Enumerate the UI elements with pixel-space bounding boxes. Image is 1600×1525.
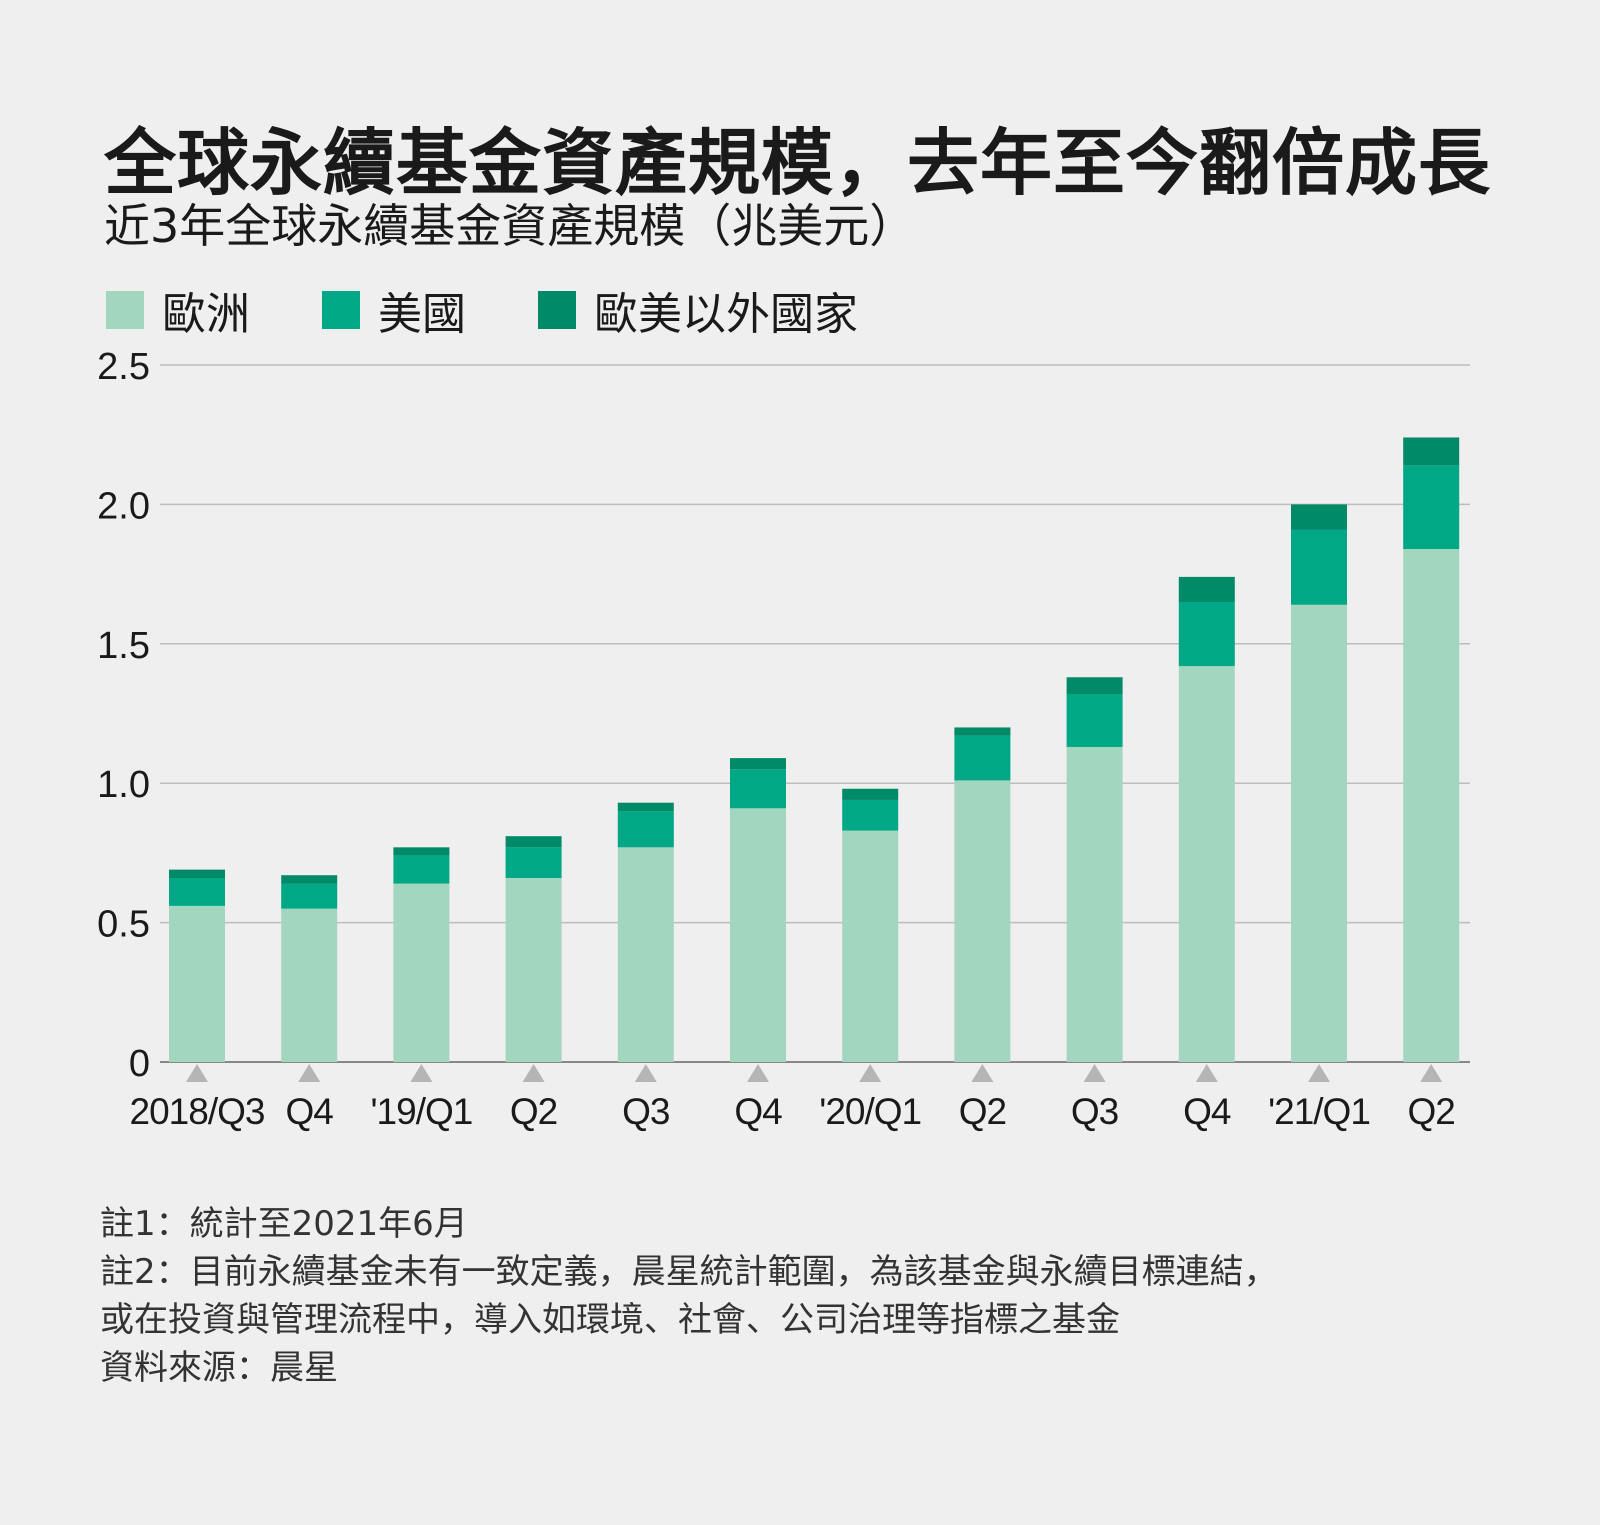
x-tick-marker — [186, 1064, 208, 1082]
y-tick-label: 0.5 — [97, 904, 150, 946]
legend-item-us: 美國 — [322, 278, 466, 342]
x-tick-marker — [1420, 1064, 1443, 1082]
bar-segment-us — [842, 799, 899, 831]
bar-chart: 0 0.5 1.0 1.5 2.0 2.5 2018/Q3 Q4 '19/Q1 Q2 Q3 Q4 '20… — [97, 346, 1470, 1132]
bar-segment-us — [393, 855, 450, 884]
x-tick-marker — [1308, 1064, 1330, 1082]
legend: 歐洲 美國 歐美以外國家 — [106, 278, 930, 342]
x-tick-label: '20/Q1 — [819, 1091, 921, 1132]
bar-segment-other — [505, 836, 562, 848]
bar-segment-other — [617, 802, 674, 812]
bar-segment-us — [954, 735, 1011, 781]
legend-label: 美國 — [378, 289, 466, 340]
source: 資料來源：晨星 — [100, 1348, 338, 1388]
note-2-cont: 或在投資與管理流程中，導入如環境、社會、公司治理等指標之基金 — [100, 1300, 1120, 1340]
legend-item-europe: 歐洲 — [106, 278, 250, 342]
bar-segment-other — [1066, 677, 1123, 694]
bar-segment-us — [617, 811, 674, 848]
x-tick-marker — [859, 1064, 882, 1082]
bar-segment-other — [730, 758, 786, 770]
x-tick-marker — [1195, 1064, 1218, 1082]
bar-segment-europe — [169, 905, 225, 1062]
bar-segment-europe — [1291, 604, 1347, 1062]
bar-segment-europe — [842, 830, 899, 1062]
bar-segment-other — [842, 788, 899, 800]
bar-segment-other — [954, 727, 1011, 736]
footnotes: 註1：統計至2021年6月 註2：目前永續基金未有一致定義，晨星統計範圍，為該基… — [100, 1200, 1278, 1392]
x-tick-marker — [298, 1064, 321, 1082]
x-tick-label: 2018/Q3 — [130, 1091, 265, 1132]
legend-swatch — [322, 291, 360, 329]
x-tick-label: '21/Q1 — [1268, 1091, 1370, 1132]
bar-segment-other — [281, 875, 338, 884]
x-tick-label: '19/Q1 — [370, 1091, 472, 1132]
bar-segment-other — [169, 869, 225, 878]
x-tick-label: Q4 — [286, 1091, 334, 1132]
legend-swatch — [538, 291, 576, 329]
y-tick-label: 1.5 — [97, 625, 150, 667]
x-tick-label: Q3 — [622, 1091, 669, 1132]
x-tick-marker — [971, 1064, 994, 1082]
legend-label: 歐洲 — [162, 289, 250, 340]
chart-title: 全球永續基金資產規模，去年至今翻倍成長 — [104, 121, 1492, 205]
y-tick-label: 2.5 — [97, 346, 150, 388]
bar-segment-europe — [281, 908, 338, 1062]
x-tick-marker — [1083, 1064, 1106, 1082]
bar-segment-europe — [393, 883, 450, 1062]
x-tick-label: Q2 — [510, 1091, 557, 1132]
bar-segment-us — [1403, 465, 1460, 550]
bar-segment-us — [1291, 529, 1347, 605]
x-tick-marker — [747, 1064, 769, 1082]
bar-segment-us — [505, 847, 562, 878]
bar-segment-other — [393, 847, 450, 856]
legend-swatch — [106, 291, 144, 329]
bar-segment-europe — [1178, 666, 1235, 1062]
bar-segment-europe — [617, 847, 674, 1062]
y-tick-label: 0 — [129, 1043, 150, 1085]
x-tick-label: Q4 — [1183, 1091, 1231, 1132]
note-1: 註1：統計至2021年6月 — [100, 1204, 468, 1244]
note-2: 註2：目前永續基金未有一致定義，晨星統計範圍，為該基金與永續目標連結， — [100, 1252, 1278, 1292]
bar-segment-europe — [505, 877, 562, 1062]
bar-segment-europe — [1403, 549, 1460, 1062]
bar-segment-us — [281, 883, 338, 909]
x-tick-label: Q2 — [1408, 1091, 1455, 1132]
bar-segment-other — [1178, 576, 1235, 602]
y-tick-label: 1.0 — [97, 764, 150, 806]
bar-segment-other — [1291, 504, 1347, 530]
bar-segment-europe — [1066, 746, 1123, 1062]
bar-segment-other — [1403, 437, 1460, 466]
bar-segment-us — [1066, 693, 1123, 747]
bar-segment-europe — [730, 808, 786, 1062]
x-tick-marker — [410, 1064, 433, 1082]
bar-segment-europe — [954, 780, 1011, 1062]
chart-subtitle: 近3年全球永續基金資產規模（兆美元） — [104, 199, 916, 253]
x-tick-label: Q2 — [959, 1091, 1006, 1132]
legend-item-other: 歐美以外國家 — [538, 278, 858, 342]
x-tick-marker — [522, 1064, 545, 1082]
legend-label: 歐美以外國家 — [594, 289, 858, 340]
bar-segment-us — [169, 877, 225, 906]
x-tick-label: Q4 — [734, 1091, 782, 1132]
bar-segment-us — [730, 769, 786, 809]
bar-segment-us — [1178, 601, 1235, 667]
x-tick-marker — [634, 1064, 657, 1082]
y-tick-label: 2.0 — [97, 485, 150, 527]
x-tick-label: Q3 — [1071, 1091, 1118, 1132]
